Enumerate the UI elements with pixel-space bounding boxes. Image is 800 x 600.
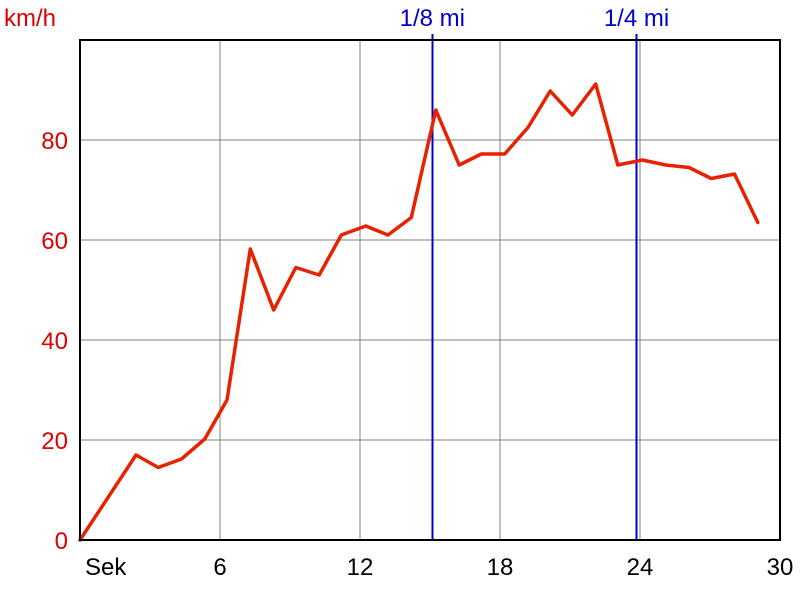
x-tick-label: 24 (627, 554, 654, 581)
y-tick-label: 80 (41, 128, 68, 155)
data-point (594, 82, 598, 86)
data-point (570, 113, 574, 117)
data-point (156, 466, 160, 469)
marker-label: 1/4 mi (604, 5, 669, 32)
series-layer (78, 82, 760, 542)
x-tick-label: Sek (85, 554, 127, 581)
data-point (687, 166, 691, 169)
data-point (709, 177, 713, 180)
plot-frame (79, 39, 781, 541)
data-point (134, 453, 138, 457)
data-point (479, 152, 483, 156)
y-axis-label: km/h (4, 5, 56, 32)
data-point (180, 457, 183, 461)
data-point (434, 108, 438, 112)
data-point (203, 437, 207, 441)
data-point (386, 233, 390, 237)
data-point (640, 158, 644, 162)
data-point (457, 163, 461, 167)
y-tick-label: 0 (55, 528, 68, 555)
data-point (225, 398, 229, 402)
data-point (272, 308, 276, 312)
marker-label: 1/8 mi (400, 5, 465, 32)
data-point (664, 163, 668, 167)
data-point (616, 163, 620, 167)
data-point (317, 273, 321, 277)
data-point (503, 152, 507, 156)
x-tick-label: 18 (487, 554, 514, 581)
data-point (733, 172, 736, 176)
x-tick-label: 6 (213, 554, 226, 581)
x-tick-label: 30 (767, 554, 794, 581)
data-point (294, 266, 298, 269)
data-point (364, 224, 368, 228)
data-point (339, 233, 343, 237)
y-tick-label: 20 (41, 428, 68, 455)
data-point (409, 216, 413, 219)
x-tick-label: 12 (347, 554, 374, 581)
data-point (526, 126, 530, 129)
data-point (548, 89, 552, 93)
data-point (756, 221, 760, 224)
y-tick-label: 60 (41, 228, 68, 255)
grid (80, 40, 780, 540)
data-point (248, 247, 252, 251)
distance-markers: 1/8 mi 1/4 mi (400, 5, 669, 540)
tick-labels: Sek 6 12 18 24 30 0 20 40 60 80 (41, 128, 793, 581)
y-tick-label: 40 (41, 328, 68, 355)
